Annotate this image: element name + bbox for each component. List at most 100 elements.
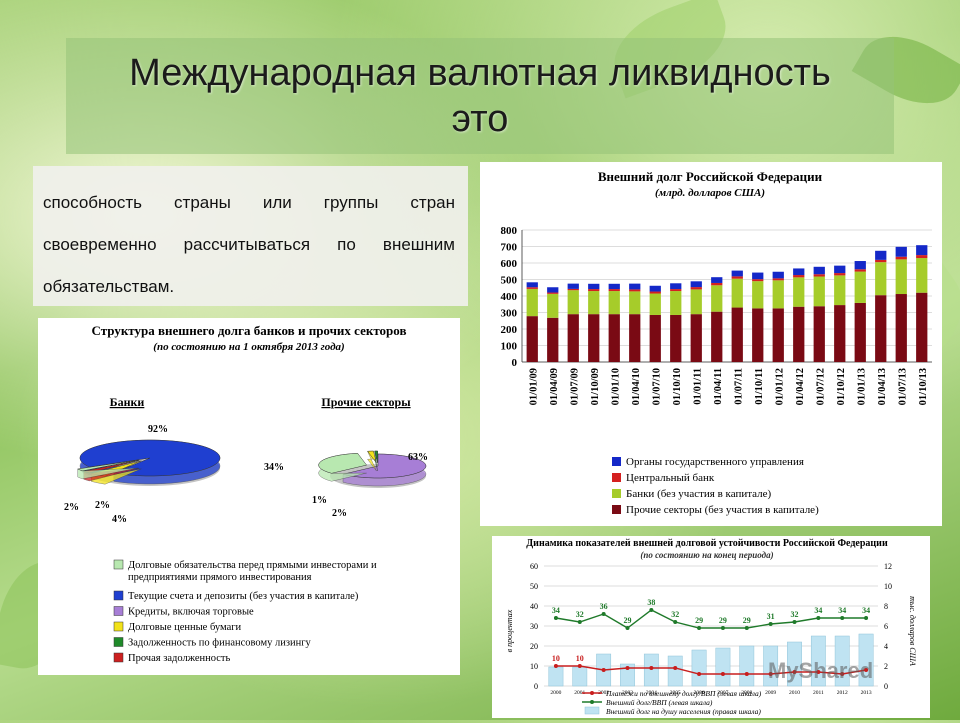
x-tick-label: 01/07/09	[569, 368, 580, 405]
data-point	[697, 672, 702, 676]
series-line	[555, 609, 867, 629]
bar-segment	[916, 255, 928, 259]
bar-segment	[649, 291, 661, 294]
data-label: 32	[671, 610, 679, 619]
panel-subtitle: (по состоянию на 1 октября 2013 года)	[153, 341, 344, 353]
bar-segment	[793, 268, 805, 276]
pie-other-labels: 63% 34% 2% 1%	[264, 452, 428, 519]
bar	[667, 655, 683, 687]
legend-marker	[590, 691, 594, 695]
bar	[763, 645, 779, 687]
bar-segment	[608, 289, 620, 292]
y-tick-label: 300	[501, 308, 518, 320]
data-label: 34	[862, 606, 870, 615]
chart-subtitle: (по состоянию на конец периода)	[640, 550, 773, 560]
bar-segment	[526, 288, 538, 317]
bar-segment	[916, 292, 928, 362]
y2-tick-label: 10	[884, 582, 892, 591]
data-point	[840, 616, 845, 620]
legend-label: Долговые ценные бумаги	[128, 622, 242, 633]
x-tick-label: 2001	[574, 690, 585, 696]
bar-segment	[567, 290, 579, 315]
legend-label: Платежи по внешнему долгу/ВВП (левая шка…	[605, 689, 762, 698]
bar	[858, 633, 874, 687]
data-point	[649, 608, 654, 612]
bar-segment	[690, 281, 702, 288]
legend-swatch	[113, 652, 124, 663]
data-label: 34	[838, 606, 846, 615]
bar-segment	[547, 317, 559, 362]
watermark: MyShared	[768, 658, 874, 683]
x-tick-label: 2009	[765, 690, 776, 696]
x-tick-label: 01/04/09	[549, 368, 560, 405]
legend-label: Кредиты, включая торговые	[128, 607, 254, 618]
legend-label: Прочие секторы (без участия в капитале)	[626, 504, 819, 516]
legend-swatch	[113, 621, 124, 632]
y2-tick-label: 12	[884, 562, 892, 571]
data-point	[768, 622, 773, 626]
bar-segment	[854, 302, 866, 362]
pie-slice	[367, 450, 377, 464]
bar-segment	[895, 294, 907, 362]
bar	[715, 647, 731, 687]
bar-segment	[711, 277, 723, 283]
bar-segment	[629, 291, 641, 315]
y-tick-label: 600	[501, 258, 518, 270]
bar-segment	[875, 295, 887, 362]
pie-slice	[318, 453, 368, 474]
pie-label: 2%	[64, 502, 79, 513]
bar	[739, 645, 755, 687]
bar-segment	[547, 292, 559, 294]
x-tick-label: 01/04/10	[631, 368, 642, 405]
data-point	[625, 626, 630, 630]
x-tick-label: 01/01/10	[610, 368, 621, 405]
series-line	[555, 665, 867, 675]
bar	[548, 666, 564, 687]
bar-segment	[649, 293, 661, 315]
y-tick-label: 30	[530, 622, 538, 631]
chart-title: Внешний долг Российской Федерации	[598, 169, 823, 184]
legend-swatch	[113, 590, 124, 601]
data-label: 36	[600, 602, 608, 611]
bar-segment	[875, 250, 887, 260]
legend-label: Органы государственного управления	[626, 456, 804, 468]
bar	[620, 663, 635, 687]
legend-swatch	[612, 489, 621, 498]
bar-segment	[588, 314, 600, 362]
legend-swatch	[113, 606, 124, 616]
bar-segment	[567, 314, 579, 362]
bar	[810, 635, 826, 687]
bar-segment	[649, 285, 661, 292]
legend-label: Центральный банк	[626, 472, 715, 484]
definition-text: способность страны или группы стран свое…	[43, 193, 455, 296]
x-tick-label: 2013	[861, 690, 872, 696]
debt-structure-panel: Структура внешнего долга банков и прочих…	[38, 318, 460, 675]
data-point	[768, 672, 773, 676]
x-tick-label: 01/04/13	[877, 368, 888, 405]
bar-segment	[649, 314, 661, 362]
bar-segment	[854, 269, 866, 272]
data-point	[744, 672, 749, 676]
legend-label: Внешний долг/ВВП (левая шкала)	[606, 698, 713, 707]
x-tick-label: 2010	[789, 690, 800, 696]
pie-slice	[79, 439, 221, 477]
data-point	[553, 664, 558, 668]
data-point	[673, 620, 678, 624]
bar-segment	[834, 265, 846, 274]
data-point	[792, 620, 797, 624]
x-tick-label: 01/01/11	[692, 368, 703, 405]
x-tick-label: 2002	[598, 690, 609, 696]
bar-segment	[916, 245, 928, 256]
bar-segment	[731, 307, 743, 362]
y2-axis-label: тыс. долларов США	[908, 596, 917, 666]
legend-swatch	[113, 637, 124, 647]
y2-tick-label: 4	[884, 642, 888, 651]
pie-other-label: Прочие секторы	[321, 395, 411, 409]
data-label: 34	[552, 606, 560, 615]
data-point	[864, 668, 869, 672]
y2-tick-label: 8	[884, 602, 888, 611]
external-debt-panel: Внешний долг Российской Федерации (млрд.…	[480, 162, 942, 526]
bar-segment	[875, 259, 887, 263]
bar-segment	[772, 280, 784, 309]
x-tick-label: 01/10/09	[590, 368, 601, 405]
